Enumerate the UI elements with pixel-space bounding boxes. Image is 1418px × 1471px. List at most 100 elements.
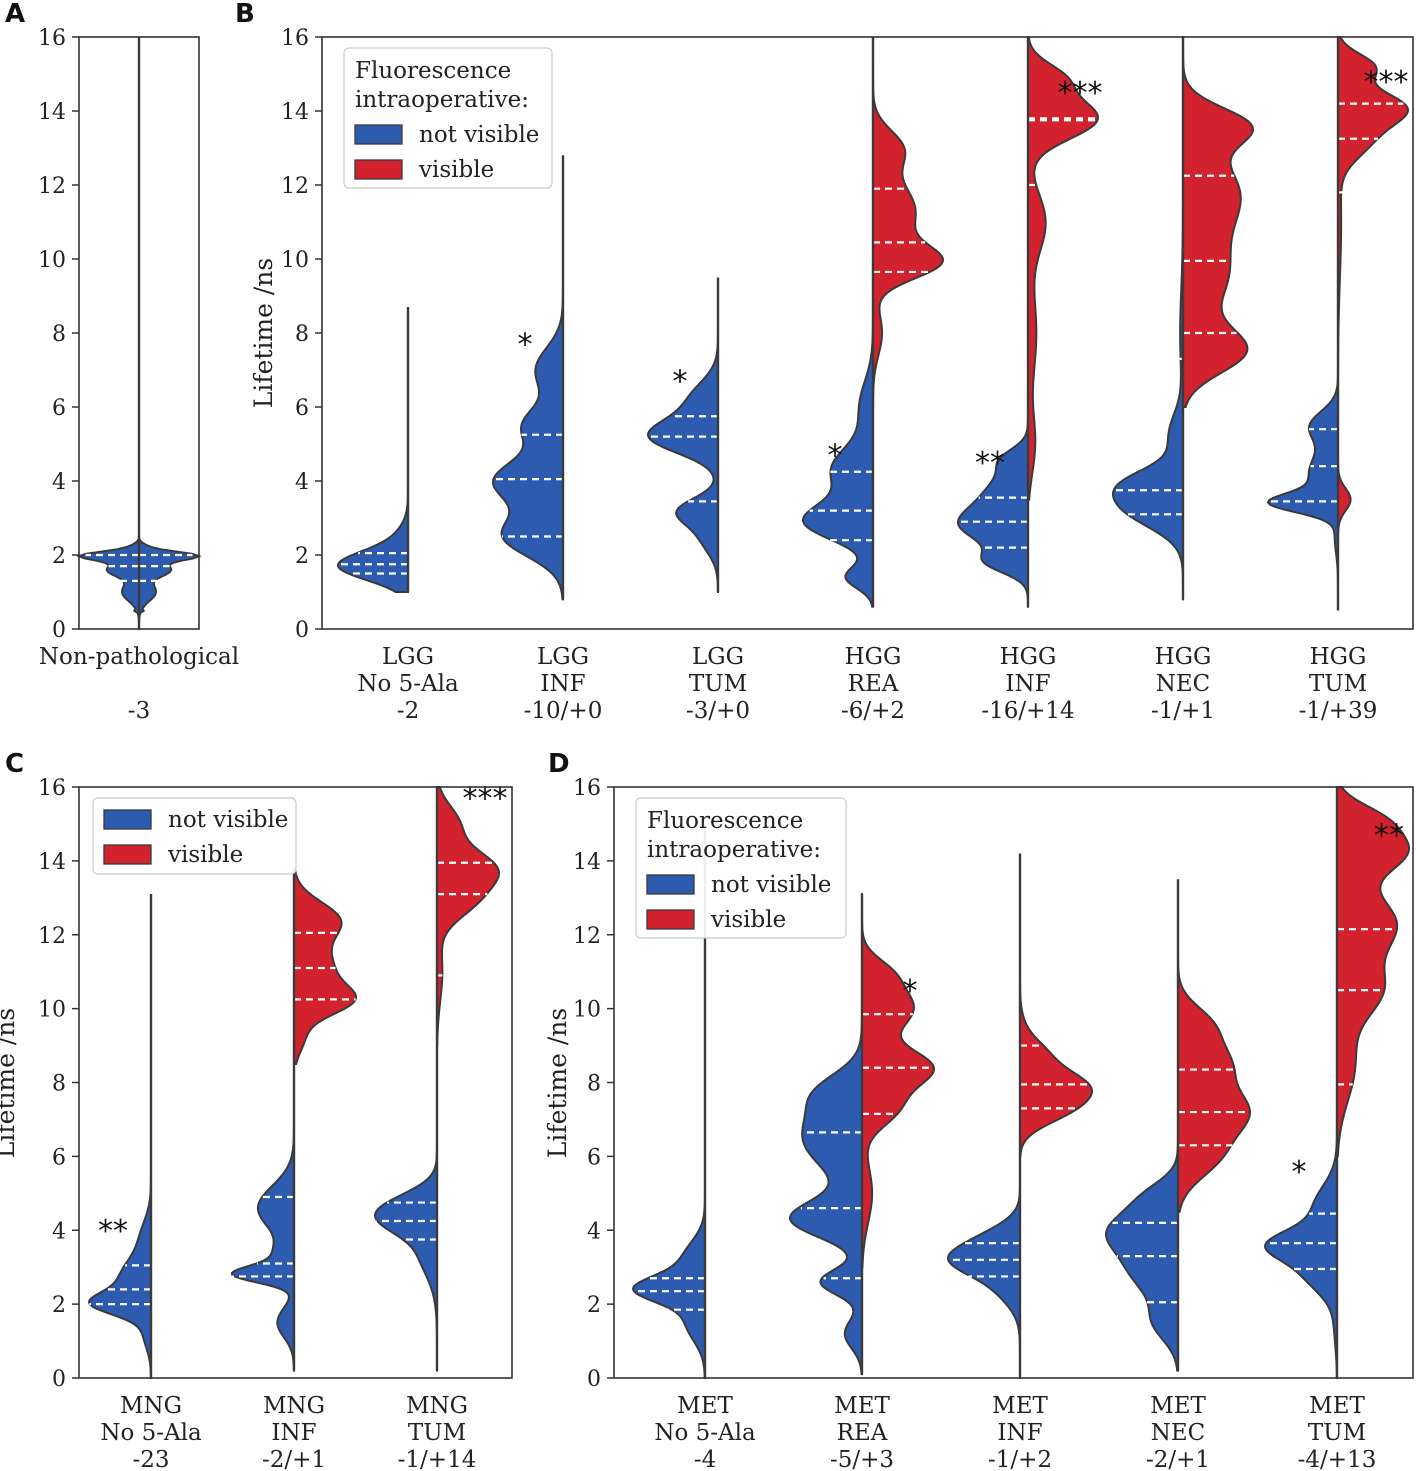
category-label: -3/+0	[686, 698, 750, 724]
y-tick-label: 0	[587, 1367, 601, 1392]
legend-swatch-visible	[354, 159, 403, 180]
significance-star: ***	[1364, 65, 1409, 100]
legend-entry-label: visible	[710, 907, 786, 933]
violin-half-not-visible	[1104, 879, 1179, 1372]
category-label: MNG	[263, 1393, 325, 1419]
legend-title: Fluorescence	[647, 808, 803, 834]
category-label: MET	[834, 1393, 890, 1419]
y-axis-label: Lifetime /ns	[0, 1008, 20, 1159]
violin-half-not-visible	[87, 894, 152, 1379]
y-tick-label: 10	[38, 998, 66, 1023]
violin-half-not-visible	[491, 155, 564, 601]
category-label: LGG	[382, 644, 434, 670]
violin-group: *	[646, 277, 720, 593]
legend-entry-label: not visible	[168, 807, 288, 833]
y-tick-label: 12	[38, 174, 66, 199]
plot-frame	[613, 786, 1414, 1379]
violin-group	[1104, 879, 1252, 1372]
legend-swatch-visible	[646, 909, 695, 930]
category-label: No 5-Ala	[100, 1420, 202, 1446]
significance-star: *	[673, 365, 688, 400]
legend-title: Fluorescence	[355, 58, 511, 84]
violin-group: *	[801, 37, 945, 608]
y-tick-label: 4	[52, 1219, 66, 1244]
y-tick-label: 6	[52, 1145, 66, 1170]
plot-frame	[78, 786, 513, 1379]
legend-box	[635, 797, 847, 939]
category-label: TUM	[408, 1420, 466, 1446]
category-label: LGG	[692, 644, 744, 670]
category-label: No 5-Ala	[357, 671, 459, 697]
category-label: MET	[677, 1393, 733, 1419]
significance-star: *	[1292, 1155, 1307, 1190]
category-label: HGG	[1000, 644, 1057, 670]
y-tick-label: 16	[573, 776, 601, 801]
category-label: -4/+13	[1298, 1447, 1377, 1471]
legend-entry-label: not visible	[419, 122, 539, 148]
y-tick-label: 16	[38, 776, 66, 801]
category-label: HGG	[1155, 644, 1212, 670]
significance-star: **	[975, 446, 1005, 481]
violin-half-not-visible	[801, 37, 874, 608]
legend-title: intraoperative:	[647, 837, 821, 863]
violin-half-visible	[1027, 36, 1100, 501]
category-label: -4	[694, 1447, 716, 1471]
significance-star: *	[828, 439, 843, 474]
legend-entry-label: visible	[418, 157, 494, 183]
plot-frame	[321, 36, 1414, 630]
category-label: INF	[1005, 671, 1050, 697]
y-tick-label: 6	[52, 396, 66, 421]
violin-half-not-visible	[946, 853, 1021, 1378]
violin-half-not-visible	[1111, 37, 1184, 600]
category-label: MET	[1309, 1393, 1365, 1419]
category-label: INF	[271, 1420, 316, 1446]
y-tick-label: 14	[281, 100, 309, 125]
legend-entry-label: not visible	[711, 872, 831, 898]
category-label: -1/+1	[1151, 698, 1215, 724]
category-label: -3	[128, 698, 150, 724]
y-tick-label: 0	[52, 1367, 66, 1392]
y-tick-label: 4	[587, 1219, 601, 1244]
panel-letter: B	[235, 0, 255, 29]
category-label: HGG	[1310, 644, 1367, 670]
y-tick-label: 12	[573, 924, 601, 949]
violin-half-not-visible	[373, 787, 438, 1371]
category-label: TUM	[1309, 671, 1367, 697]
category-label: MNG	[120, 1393, 182, 1419]
violin-group	[76, 37, 202, 630]
category-label: TUM	[689, 671, 747, 697]
violin-group: ***	[373, 782, 508, 1371]
category-label: -2	[397, 698, 419, 724]
category-label: No 5-Ala	[654, 1420, 756, 1446]
y-axis-label: Lifetime /ns	[249, 258, 278, 409]
y-tick-label: 2	[52, 1293, 66, 1318]
violin-group: *	[788, 894, 936, 1376]
legend: not visible visible	[92, 797, 297, 875]
y-tick-label: 16	[281, 26, 309, 51]
violin-group: **	[87, 894, 153, 1379]
legend: Fluorescence intraoperative: not visible vi…	[635, 797, 847, 939]
y-tick-label: 10	[573, 998, 601, 1023]
category-label: MET	[1150, 1393, 1206, 1419]
violin-half-visible	[1336, 786, 1411, 1158]
violin-half-not-visible	[956, 37, 1029, 608]
panel-letter: D	[548, 749, 570, 779]
y-tick-label: 14	[38, 850, 66, 875]
panel-a: A 0 2 4 6 8 10 12 14 16 Non-pathological -3	[5, 0, 239, 724]
category-label: REA	[837, 1420, 888, 1446]
category-label: MNG	[406, 1393, 468, 1419]
category-label: TUM	[1308, 1420, 1366, 1446]
legend-title: intraoperative:	[355, 87, 529, 113]
y-tick-label: 6	[295, 396, 309, 421]
violin-half-not-visible	[1263, 787, 1338, 1379]
violin-half-visible	[861, 894, 936, 1269]
violin-half-visible	[293, 867, 358, 1066]
category-label: Non-pathological	[39, 644, 239, 670]
y-tick-label: 8	[52, 322, 66, 347]
category-label: -23	[132, 1447, 169, 1471]
legend-entry-label: visible	[167, 842, 243, 868]
y-tick-label: 14	[573, 850, 601, 875]
